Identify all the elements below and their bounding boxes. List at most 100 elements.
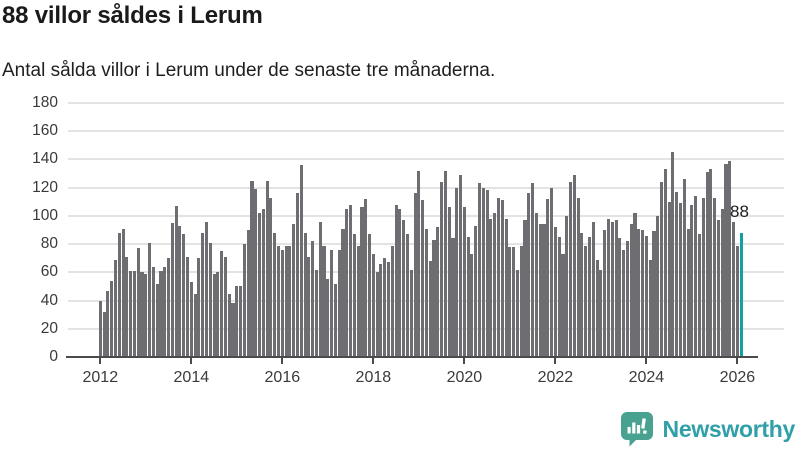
x-axis-label: 2024 (628, 369, 665, 386)
last-value-annotation: 88 (730, 202, 749, 221)
bar (204, 221, 209, 357)
page-title: 88 villor såldes i Lerum (2, 2, 263, 29)
bar (576, 197, 580, 357)
gridline (68, 102, 784, 104)
bar (542, 224, 546, 357)
x-axis-label: 2016 (264, 369, 301, 386)
bar (447, 207, 451, 357)
bar (132, 270, 136, 357)
bar (462, 207, 466, 357)
bar (390, 245, 394, 357)
y-axis-label: 0 (49, 348, 58, 365)
bar (443, 170, 447, 357)
bar (148, 242, 152, 357)
bar (701, 197, 705, 357)
bar (288, 245, 292, 357)
bar (652, 231, 656, 357)
bar (284, 245, 288, 357)
bar (125, 256, 129, 357)
bar (193, 293, 197, 357)
bar (709, 169, 713, 357)
bar (235, 286, 239, 357)
bar (470, 253, 474, 357)
bar (208, 242, 212, 357)
bar (201, 232, 205, 357)
bar (428, 261, 432, 357)
bar (330, 249, 334, 357)
y-axis-label: 120 (32, 178, 58, 196)
bar (724, 163, 728, 357)
x-axis-label: 2014 (173, 369, 210, 386)
bar (432, 239, 436, 357)
bar (182, 234, 186, 357)
bar (629, 224, 633, 357)
bar (276, 245, 281, 357)
gridline (68, 130, 784, 133)
bar (250, 180, 254, 357)
bar (314, 269, 318, 357)
bar (534, 213, 538, 357)
bar (477, 183, 482, 357)
bar (273, 232, 277, 357)
bar (557, 237, 561, 357)
bar (694, 196, 698, 357)
bar (451, 238, 455, 357)
x-axis-label: 2022 (537, 369, 574, 386)
bar (644, 235, 648, 357)
bar (732, 221, 736, 357)
bar (189, 282, 193, 357)
bar (606, 218, 610, 357)
bar (402, 220, 406, 357)
bar (269, 197, 273, 357)
bar (223, 256, 227, 357)
bar (713, 197, 717, 357)
bar (504, 218, 508, 357)
bar (254, 189, 258, 357)
bar (735, 245, 739, 357)
bar (227, 293, 231, 357)
bar (553, 227, 557, 357)
x-axis-label: 2020 (446, 369, 483, 386)
bar (356, 245, 360, 357)
bar (295, 193, 300, 357)
bar (610, 221, 614, 357)
bar (140, 272, 144, 357)
bar (386, 262, 391, 357)
bar (663, 169, 667, 357)
bar (379, 263, 383, 357)
bar (496, 197, 501, 357)
y-axis-label: 80 (40, 235, 58, 253)
bar (337, 249, 341, 357)
gridline (68, 158, 784, 161)
bar (656, 215, 660, 357)
bar (625, 241, 629, 357)
bar (352, 234, 356, 357)
y-axis-label: 180 (32, 94, 58, 111)
bar (117, 232, 121, 357)
bar (303, 232, 307, 357)
x-axis-tick (736, 358, 739, 364)
bar (220, 251, 224, 357)
x-axis-tick (99, 358, 102, 364)
bar (595, 259, 599, 357)
bar (292, 224, 296, 357)
y-axis-label: 60 (40, 263, 58, 281)
bar (110, 280, 114, 357)
bar (349, 204, 353, 357)
bar (580, 232, 584, 357)
bar (459, 174, 463, 357)
bar (697, 234, 702, 357)
bar (527, 193, 531, 357)
newsworthy-logo-icon (620, 411, 654, 447)
bar (364, 198, 368, 357)
brand-footer[interactable]: Newsworthy (620, 411, 795, 447)
bar (614, 220, 618, 357)
bar (155, 283, 159, 357)
x-axis-label: 2018 (355, 369, 392, 386)
bar (151, 266, 155, 357)
bar (159, 270, 163, 357)
x-axis-tick (645, 358, 648, 364)
x-axis-label: 2012 (82, 369, 119, 386)
bar (716, 220, 720, 357)
gridline (68, 186, 784, 189)
